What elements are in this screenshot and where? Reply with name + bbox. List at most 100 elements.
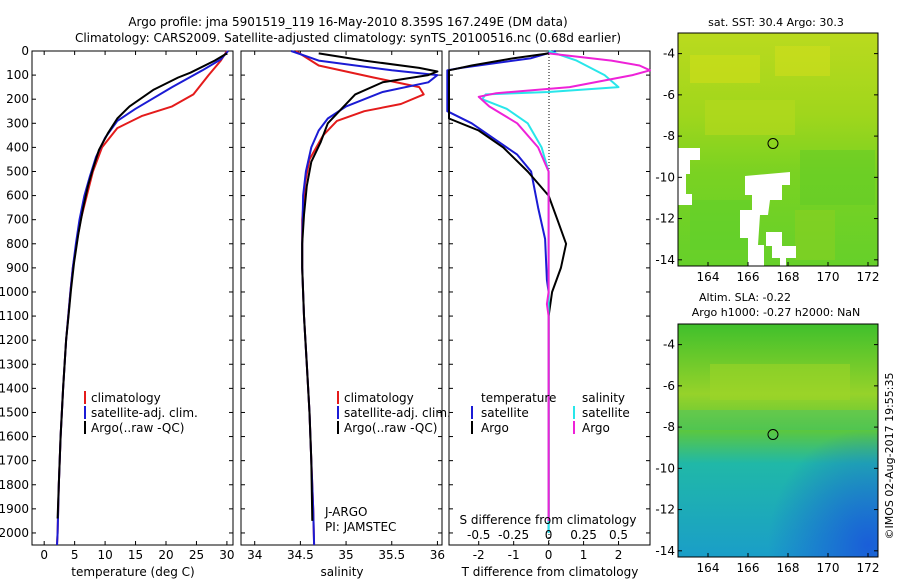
y-tick-label: 300 [6, 116, 29, 130]
temperature-legend: climatology satellite-adj. clim. Argo(..… [84, 391, 198, 435]
legend-title-temperature: temperature [481, 391, 556, 405]
s-difference-ticklabels: -0.5 -0.25 0 0.25 0.5 [467, 528, 628, 542]
legend-label-climatology: climatology [344, 391, 414, 405]
sst-map-patches [690, 46, 875, 260]
legend-label-t-argo: Argo [481, 421, 509, 435]
s-tick-label: -0.5 [467, 528, 490, 542]
legend-label-s-satellite: satellite [582, 406, 630, 420]
x-tick-label: 34 [247, 548, 262, 562]
x-tick-label: 30 [219, 548, 234, 562]
difference-xlabel-top: S difference from climatology [460, 513, 637, 527]
map-x-tick-label: 172 [857, 561, 880, 575]
sla-map-title: Altim. SLA: -0.22 [699, 291, 791, 304]
map-x-tick-label: 164 [697, 561, 720, 575]
map-y-tick-label: -4 [663, 338, 675, 352]
y-tick-label: 500 [6, 164, 29, 178]
sla-map-frame [677, 323, 879, 558]
map-y-tick-label: -4 [663, 47, 675, 61]
legend-label-t-satellite: satellite [481, 406, 529, 420]
x-tick-label: 35 [338, 548, 353, 562]
legend-title-salinity: salinity [582, 391, 625, 405]
x-tick-label: 35.5 [378, 548, 405, 562]
sst-map-frame [677, 32, 879, 267]
series-line-s-argo [477, 52, 651, 521]
figure-title-line2: Climatology: CARS2009. Satellite-adjuste… [75, 31, 621, 45]
temperature-panel: 0 5 10 15 20 25 300100200300400500600700800900… [0, 44, 235, 579]
y-tick-label: 1400 [0, 381, 29, 395]
x-tick-label: 25 [189, 548, 204, 562]
series-line-t-satellite [446, 50, 556, 533]
map-y-tick-label: -6 [663, 88, 675, 102]
difference-axes: -2 -1 0 1 2 [449, 50, 650, 562]
map-x-tick-label: 170 [817, 270, 840, 284]
y-tick-label: 2000 [0, 526, 29, 540]
x-tick-label: 20 [158, 548, 173, 562]
x-tick-label: -2 [473, 548, 485, 562]
x-tick-label: -1 [508, 548, 520, 562]
map-x-tick-label: 168 [777, 561, 800, 575]
temperature-axes: 0 5 10 15 20 25 300100200300400500600700800900… [0, 44, 235, 562]
map-x-tick-label: 170 [817, 561, 840, 575]
s-tick-label: 0.25 [570, 528, 597, 542]
x-tick-label: 0 [545, 548, 553, 562]
map-y-tick-label: -6 [663, 379, 675, 393]
temperature-lines [56, 50, 229, 546]
series-line-satellite-adj-clim- [290, 50, 439, 546]
salinity-axes: 34 34.5 35 35.5 36 [241, 50, 445, 562]
legend-label-satellite: satellite-adj. clim. [91, 406, 198, 420]
y-tick-label: 200 [6, 92, 29, 106]
x-tick-label: 34.5 [287, 548, 314, 562]
x-tick-label: 5 [71, 548, 79, 562]
y-tick-label: 400 [6, 140, 29, 154]
y-tick-label: 800 [6, 237, 29, 251]
legend-label-satellite: satellite-adj. clim. [344, 406, 451, 420]
imos-timestamp: ©IMOS 02-Aug-2017 19:55:35 [883, 373, 896, 540]
sst-map: sat. SST: 30.4 Argo: 30.3 164 166 168 170 17… [655, 16, 879, 284]
x-tick-label: 0 [40, 548, 48, 562]
sst-float-position-marker [767, 137, 779, 149]
temperature-panel-frame [31, 50, 234, 546]
map-y-tick-label: -12 [655, 503, 675, 517]
map-y-tick-label: -8 [663, 420, 675, 434]
sst-map-title: sat. SST: 30.4 Argo: 30.3 [708, 16, 844, 29]
map-y-tick-label: -14 [655, 544, 675, 558]
series-line-t-argo [448, 52, 568, 521]
s-tick-label: 0 [545, 528, 553, 542]
legend-label-argo: Argo(..raw -QC) [344, 421, 437, 435]
legend-label-argo: Argo(..raw -QC) [91, 421, 184, 435]
map-y-tick-label: -12 [655, 212, 675, 226]
difference-xlabel: T difference from climatology [461, 565, 639, 579]
map-x-tick-label: 166 [737, 561, 760, 575]
series-line-argo-raw-qc- [56, 52, 228, 519]
sla-map: Altim. SLA: -0.22 Argo h1000: -0.27 h200… [655, 291, 879, 575]
y-tick-label: 1000 [0, 285, 29, 299]
s-tick-label: 0.5 [609, 528, 628, 542]
sla-map-patches [678, 364, 878, 430]
pi-annotation: PI: JAMSTEC [325, 520, 396, 534]
y-tick-label: 1500 [0, 405, 29, 419]
y-tick-label: 600 [6, 189, 29, 203]
legend-label-s-argo: Argo [582, 421, 610, 435]
difference-lines [446, 50, 651, 533]
series-line-climatology [56, 50, 228, 546]
y-tick-label: 1800 [0, 478, 29, 492]
x-tick-label: 10 [97, 548, 112, 562]
x-tick-label: 1 [580, 548, 588, 562]
salinity-panel: 34 34.5 35 35.5 36 salinity climatology sate… [240, 50, 451, 579]
sla-map-subtitle: Argo h1000: -0.27 h2000: NaN [692, 306, 861, 319]
salinity-panel-frame [240, 50, 443, 546]
y-tick-label: 1900 [0, 502, 29, 516]
s-tick-label: -0.25 [498, 528, 529, 542]
series-line-satellite-adj-clim- [56, 50, 229, 546]
series-line-argo-raw-qc- [301, 52, 439, 521]
y-tick-label: 1700 [0, 454, 29, 468]
x-tick-label: 15 [128, 548, 143, 562]
y-tick-label: 0 [21, 44, 29, 58]
map-x-tick-label: 166 [737, 270, 760, 284]
y-tick-label: 1600 [0, 430, 29, 444]
map-x-tick-label: 168 [777, 270, 800, 284]
salinity-lines [290, 50, 439, 546]
map-y-tick-label: -8 [663, 129, 675, 143]
map-y-tick-label: -10 [655, 170, 675, 184]
